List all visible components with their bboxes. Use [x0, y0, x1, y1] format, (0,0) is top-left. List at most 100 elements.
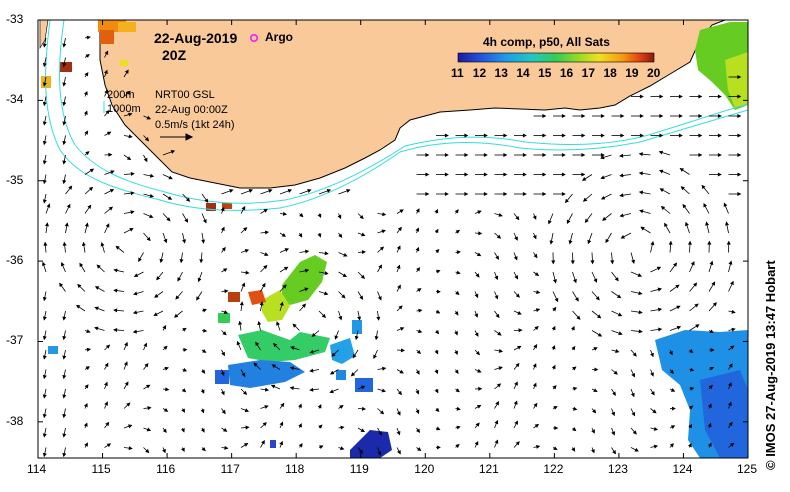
- current-vector-head: [594, 367, 599, 372]
- current-vector-head: [570, 260, 575, 265]
- current-vector-head: [591, 449, 595, 454]
- current-vector-head: [673, 262, 678, 267]
- current-vector-head: [612, 391, 616, 396]
- current-vector-head: [503, 172, 508, 177]
- current-vector-head: [253, 362, 258, 367]
- current-vector-head: [241, 282, 246, 287]
- current-vector-head: [340, 446, 345, 451]
- current-vector-head: [397, 226, 402, 232]
- current-vector-head: [147, 405, 152, 411]
- current-vector-head: [96, 264, 101, 269]
- current-vector-head: [513, 400, 518, 405]
- current-vector-head: [94, 326, 99, 331]
- current-vector-head: [264, 230, 270, 235]
- current-vector-head: [435, 329, 440, 335]
- current-vector-head: [698, 113, 703, 119]
- current-vector-head: [62, 101, 67, 107]
- current-vector-head: [199, 259, 204, 264]
- map-time: 20Z: [162, 47, 187, 63]
- current-vector-head: [304, 249, 310, 254]
- lon-tick-label: 124: [672, 462, 693, 476]
- depth-1000-label: 1000m: [107, 103, 141, 115]
- current-vector-head: [415, 370, 420, 375]
- current-vector-head: [126, 90, 131, 95]
- vector-scale-label: 0.5m/s (1kt 24h): [155, 119, 235, 131]
- current-vector-head: [319, 445, 324, 449]
- current-vector-head: [495, 255, 499, 260]
- current-vector-head: [242, 390, 248, 396]
- current-vector-head: [62, 374, 67, 380]
- current-vector-head: [711, 281, 716, 286]
- current-vector-head: [561, 191, 566, 197]
- current-vector-head: [658, 307, 663, 312]
- lat-tick-label: -37: [6, 333, 24, 348]
- argo-label: Argo: [265, 30, 293, 44]
- current-vector-head: [181, 447, 185, 453]
- current-vector-head: [62, 82, 67, 87]
- current-vector-head: [329, 389, 334, 394]
- current-vector-head: [42, 433, 47, 438]
- current-vector-head: [483, 152, 488, 158]
- current-vector-head: [307, 189, 312, 193]
- current-vector-head: [124, 341, 128, 347]
- current-vector-head: [653, 426, 659, 431]
- colorbar-tick-label: 13: [494, 66, 508, 80]
- current-vector-head: [600, 133, 605, 138]
- current-vector-head: [42, 101, 47, 107]
- current-vector-head: [514, 275, 519, 280]
- current-vector-head: [196, 296, 200, 301]
- lon-tick-label: 119: [349, 462, 369, 476]
- current-vector-head: [638, 310, 643, 315]
- current-vector-head: [659, 113, 664, 119]
- current-vector-head: [181, 408, 185, 413]
- current-vector-head: [298, 233, 303, 238]
- current-vector-head: [657, 287, 663, 292]
- current-vector-head: [678, 94, 683, 99]
- current-vector-head: [381, 229, 386, 234]
- current-vector-head: [100, 242, 105, 247]
- current-vector-head: [201, 369, 206, 374]
- current-vector-head: [62, 394, 67, 399]
- current-vector-head: [513, 256, 518, 261]
- current-vector-head: [62, 241, 67, 246]
- current-vector-head: [104, 69, 108, 75]
- current-vector-head: [514, 381, 518, 386]
- current-vector-head: [397, 284, 401, 289]
- current-vector-head: [183, 347, 188, 352]
- current-vector-head: [338, 316, 343, 321]
- current-vector-head: [222, 268, 228, 273]
- current-vector-head: [248, 189, 254, 193]
- current-vector-head: [66, 203, 71, 209]
- current-vector-head: [596, 314, 602, 319]
- current-vector-head: [474, 440, 479, 446]
- current-vector-head: [62, 179, 67, 185]
- current-vector-head: [221, 351, 225, 357]
- current-vector-head: [650, 372, 654, 377]
- current-vector-head: [611, 411, 615, 417]
- current-vector-head: [377, 296, 382, 301]
- current-vector-head: [162, 428, 167, 434]
- current-vector-head: [321, 313, 327, 319]
- current-vector-head: [181, 428, 185, 433]
- current-vector-head: [89, 168, 95, 173]
- current-vector-head: [444, 191, 449, 197]
- current-vector-head: [255, 341, 260, 346]
- current-vector-head: [725, 221, 730, 226]
- current-vector-head: [81, 241, 86, 247]
- current-vector-head: [701, 184, 706, 190]
- current-vector-head: [582, 197, 588, 202]
- current-vector-head: [298, 403, 302, 408]
- current-vector-head: [593, 278, 598, 283]
- current-vector-head: [42, 82, 47, 87]
- current-vector-head: [600, 155, 605, 160]
- current-vector-head: [542, 172, 547, 177]
- current-vector-head: [689, 367, 695, 372]
- current-vector-head: [619, 153, 624, 158]
- current-vector-head: [146, 115, 152, 120]
- current-vector-head: [42, 121, 47, 126]
- current-vector-head: [568, 240, 573, 245]
- lat-tick-label: -34: [6, 92, 24, 107]
- current-vector-head: [534, 423, 539, 428]
- current-vector-head: [104, 381, 108, 387]
- current-vector-head: [474, 293, 479, 299]
